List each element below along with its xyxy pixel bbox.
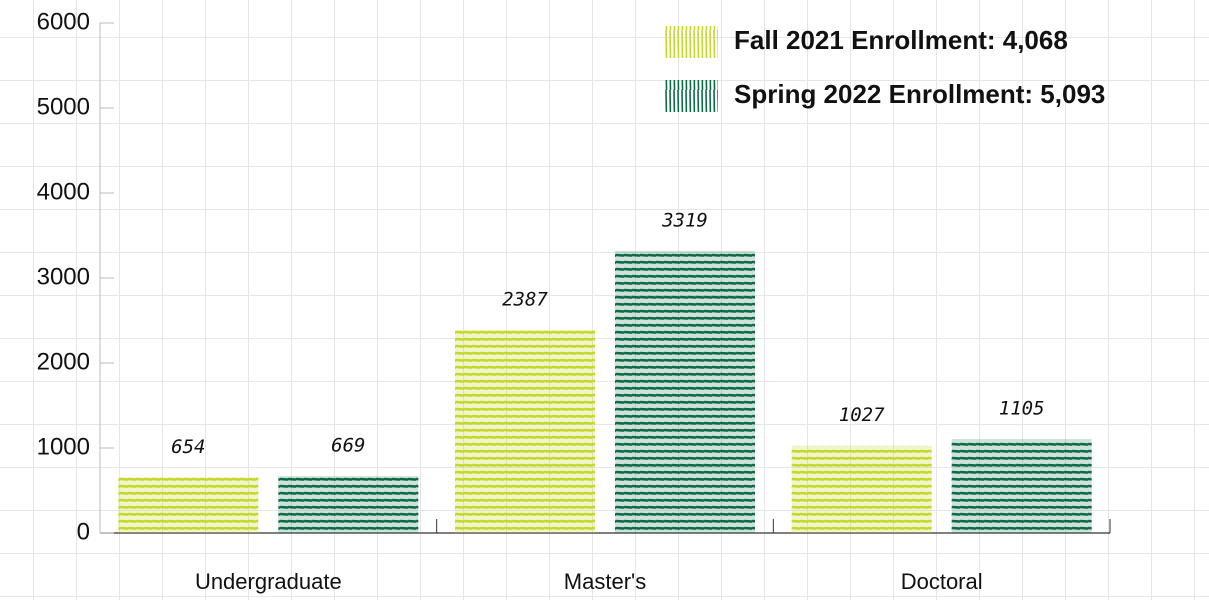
value-label: 669: [331, 435, 365, 457]
x-tick-label: Doctoral: [901, 569, 983, 594]
legend-swatch: [664, 26, 718, 58]
bar: [118, 477, 259, 533]
bar: [791, 445, 932, 533]
y-tick-label: 0: [77, 518, 90, 545]
y-tick-label: 6000: [37, 8, 90, 35]
value-label: 1027: [839, 404, 885, 426]
y-tick-label: 3000: [37, 263, 90, 290]
value-label: 3319: [661, 209, 708, 231]
bar: [615, 250, 755, 533]
legend-label: Spring 2022 Enrollment: 5,093: [734, 79, 1105, 109]
y-tick-label: 2000: [37, 348, 90, 375]
legend-swatch: [664, 80, 718, 112]
x-tick-label: Master's: [564, 569, 646, 594]
value-label: 2387: [502, 289, 548, 311]
value-label: 654: [171, 436, 205, 458]
x-tick-label: Undergraduate: [195, 569, 342, 594]
bar: [455, 330, 595, 533]
bar: [951, 439, 1092, 533]
y-tick-label: 4000: [37, 178, 90, 205]
legend-label: Fall 2021 Enrollment: 4,068: [734, 25, 1068, 55]
y-tick-label: 1000: [37, 433, 90, 460]
bar: [278, 476, 419, 533]
value-label: 1105: [999, 398, 1045, 420]
y-tick-label: 5000: [37, 93, 90, 120]
